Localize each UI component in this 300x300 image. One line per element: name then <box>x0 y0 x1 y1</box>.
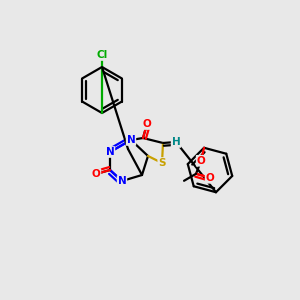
Text: S: S <box>158 158 166 168</box>
Text: N: N <box>127 135 135 145</box>
Text: O: O <box>197 156 206 166</box>
Text: Cl: Cl <box>96 50 108 60</box>
Text: H: H <box>172 137 180 147</box>
Text: O: O <box>92 169 100 179</box>
Text: O: O <box>142 119 152 129</box>
Text: N: N <box>118 176 126 186</box>
Text: O: O <box>206 173 214 183</box>
Text: N: N <box>106 147 114 157</box>
